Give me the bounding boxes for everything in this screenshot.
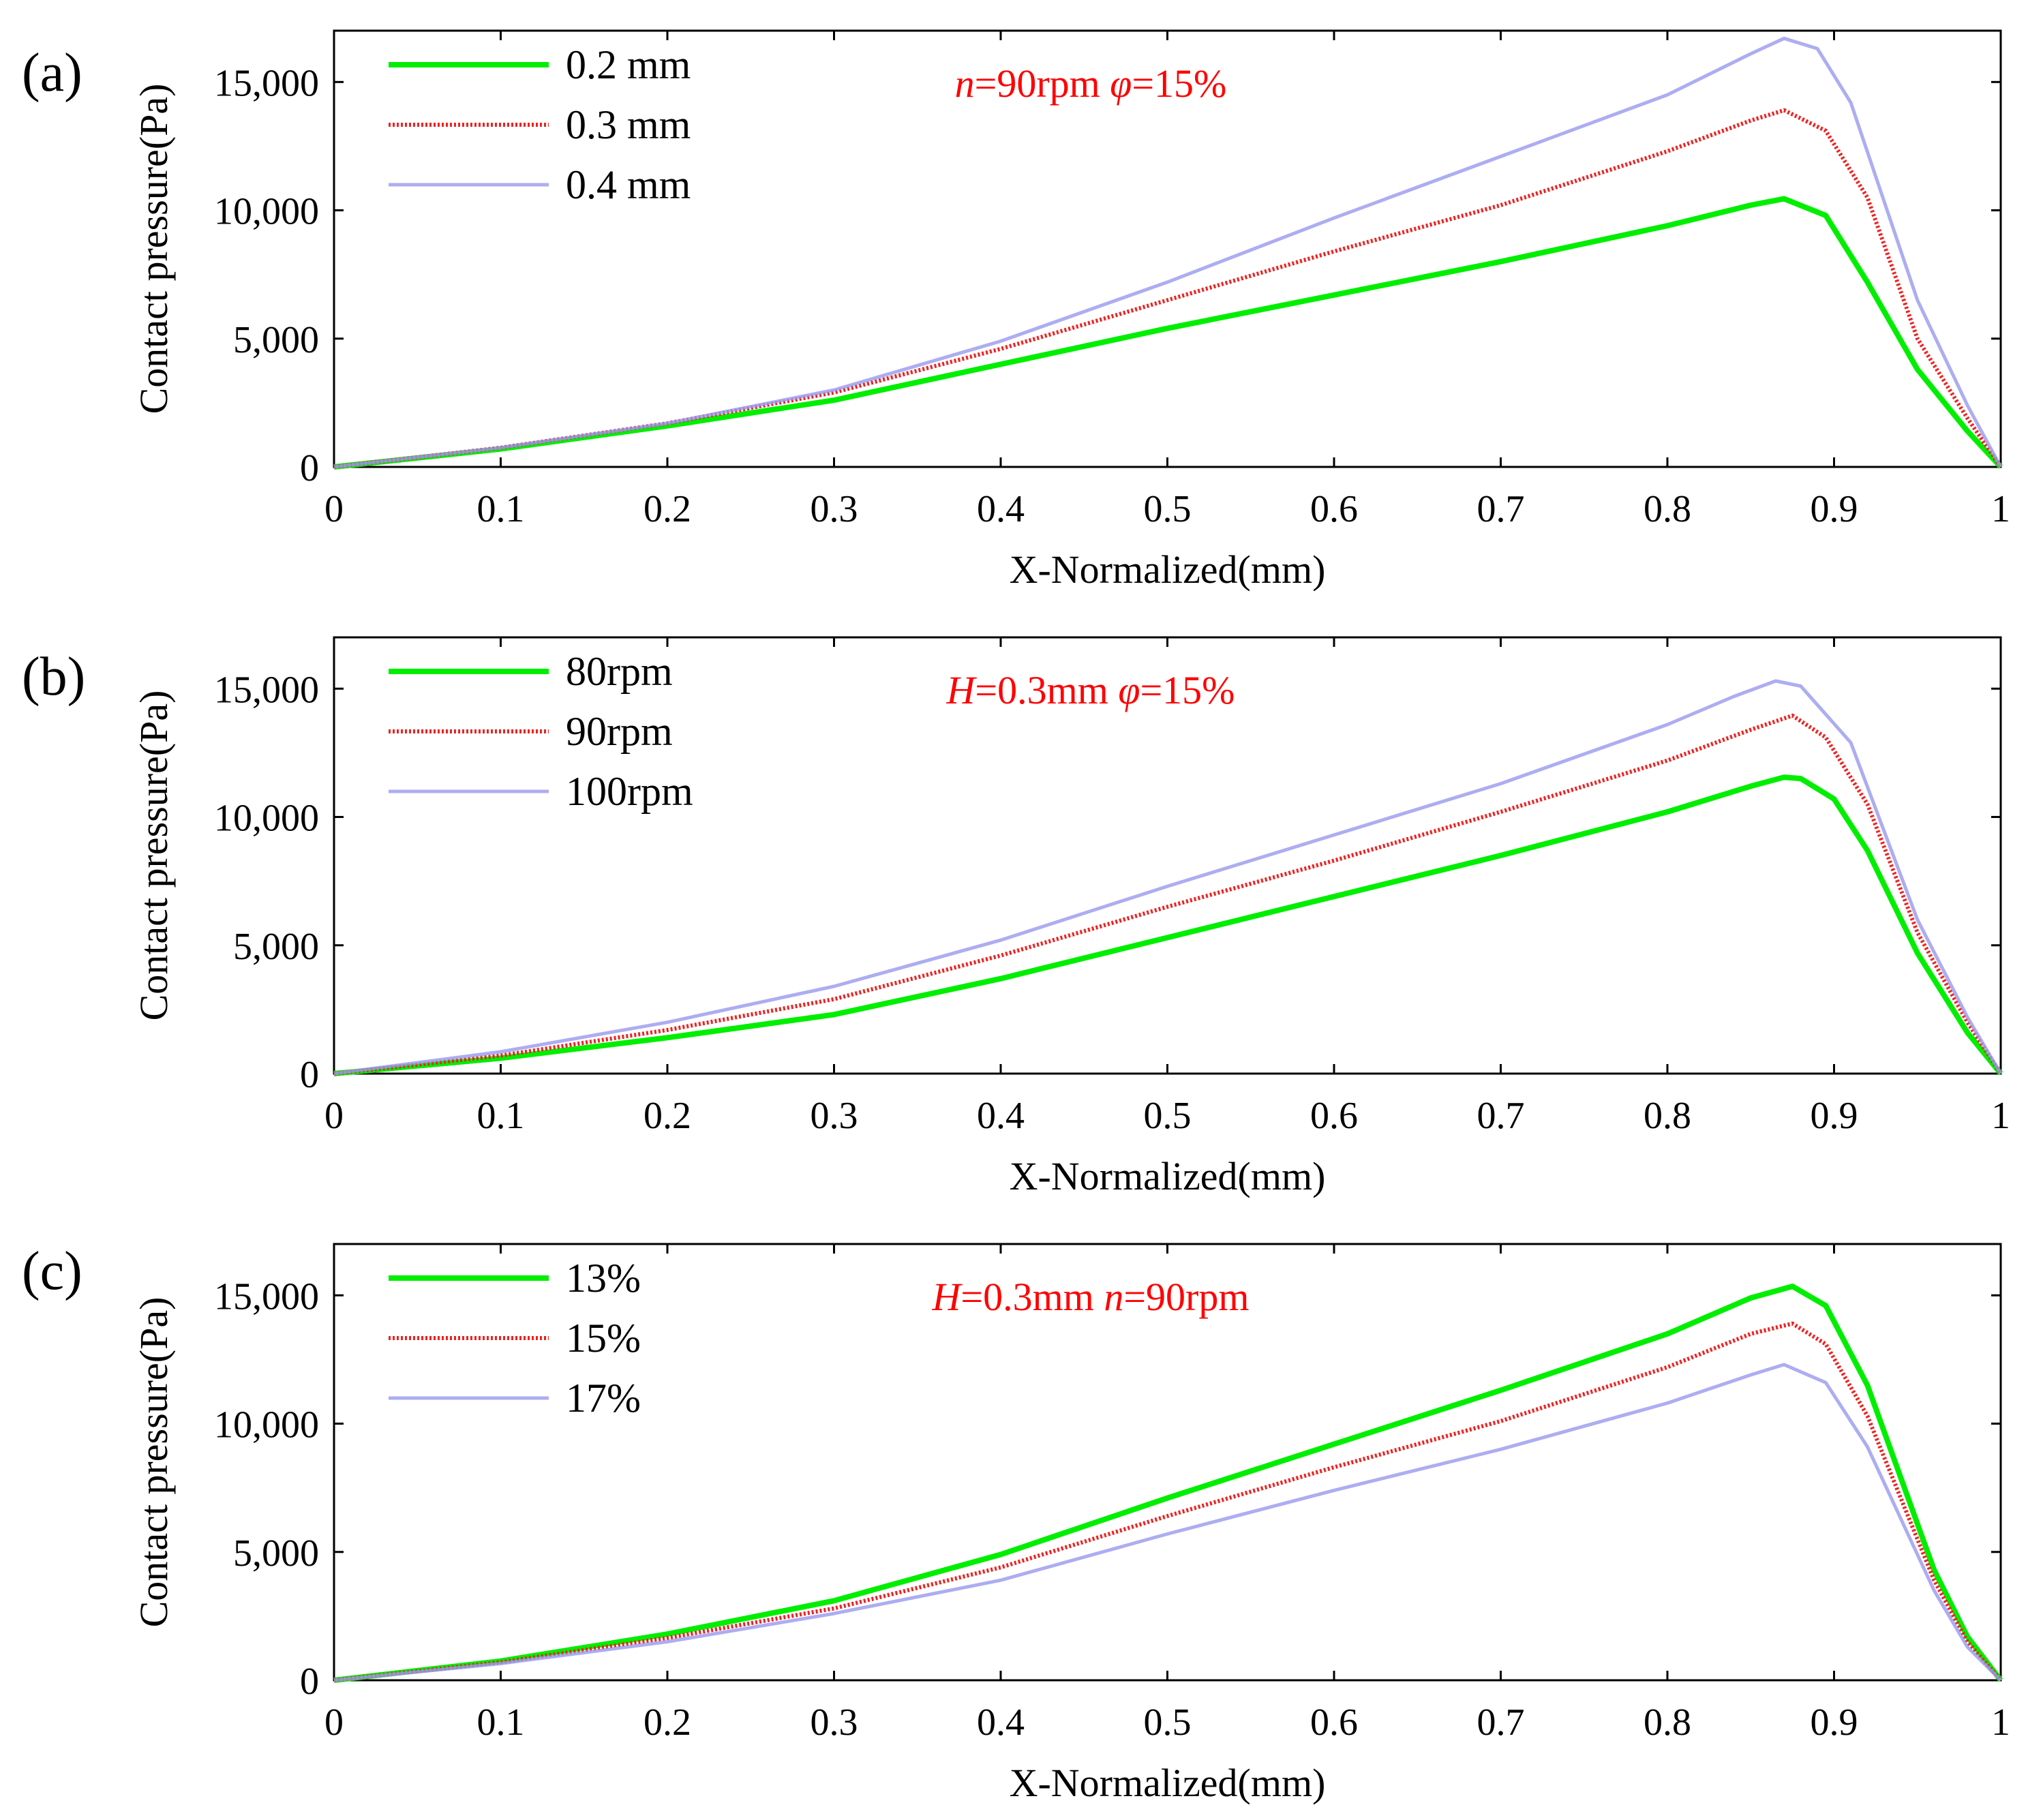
x-tick-label: 0.6 [1310, 488, 1358, 530]
x-tick-label: 0.8 [1644, 1095, 1691, 1137]
panel-label: (a) [22, 43, 82, 103]
x-tick-label: 0.6 [1310, 1701, 1358, 1744]
x-tick-label: 0 [324, 1701, 344, 1744]
y-axis-title: Contact pressure(Pa) [132, 84, 176, 414]
x-tick-label: 0.9 [1811, 1701, 1858, 1744]
x-tick-label: 0.8 [1644, 1701, 1691, 1744]
series-line-1 [333, 1284, 2003, 1683]
x-tick-label: 0.7 [1477, 1701, 1525, 1744]
series-line-3 [333, 1363, 2002, 1682]
x-tick-label: 1 [1991, 1701, 2010, 1744]
x-axis-title: X-Normalized(mm) [1010, 1154, 1326, 1198]
legend-label: 13% [566, 1256, 641, 1301]
x-tick-label: 0.9 [1811, 1095, 1858, 1137]
y-tick-label: 10,000 [214, 798, 319, 840]
chart-c: 0 0.1 0.2 0.3 0.4 0.5 0.6 0.7 0.8 0.9 1 0 5,000 10,00… [132, 1243, 2010, 1805]
y-tick-label: 0 [300, 1054, 319, 1096]
x-tick-label: 0.4 [977, 1701, 1025, 1744]
series-line-2 [333, 1321, 2003, 1682]
x-tick-label: 0.1 [477, 1095, 525, 1137]
y-tick-label: 5,000 [233, 926, 319, 968]
x-tick-label: 1 [1991, 1095, 2010, 1137]
x-tick-label: 0.2 [644, 1095, 691, 1137]
x-tick-label: 0.1 [477, 1701, 525, 1744]
series-line-3 [333, 36, 2003, 469]
legend-label: 90rpm [566, 709, 673, 754]
legend-label: 80rpm [566, 649, 673, 694]
y-tick-label: 5,000 [233, 1532, 319, 1575]
x-tick-label: 0.8 [1644, 488, 1691, 530]
chart-b: 0 0.1 0.2 0.3 0.4 0.5 0.6 0.7 0.8 0.9 1 0 5,000 10,00… [132, 636, 2010, 1198]
y-tick-label: 10,000 [214, 191, 319, 233]
panel-label: (b) [22, 647, 86, 707]
chart-a: 0 0.1 0.2 0.3 0.4 0.5 0.6 0.7 0.8 0.9 1 0 5,000 10,00… [132, 29, 2010, 592]
legend-label: 100rpm [566, 769, 693, 814]
x-tick-label: 0 [324, 488, 344, 530]
x-tick-label: 0.3 [811, 1701, 858, 1744]
panel-a: (a) 0 0.1 0.2 0.3 0.4 0.5 0.6 0.7 0.8 0.9 1 0 5,000 1… [0, 0, 2028, 607]
legend-label: 0.4 mm [566, 162, 691, 207]
series-line-2 [333, 713, 2003, 1076]
x-axis-title: X-Normalized(mm) [1010, 547, 1326, 592]
x-tick-label: 0.4 [977, 488, 1025, 530]
x-tick-label: 0.2 [644, 1701, 691, 1744]
x-tick-label: 0.7 [1477, 488, 1525, 530]
x-tick-label: 0.3 [811, 1095, 858, 1137]
x-tick-label: 0.5 [1144, 488, 1192, 530]
y-tick-label: 10,000 [214, 1404, 319, 1446]
y-tick-label: 15,000 [214, 669, 319, 711]
x-tick-label: 0.2 [644, 488, 691, 530]
series-line-2 [333, 108, 2003, 469]
y-tick-label: 0 [300, 447, 319, 489]
x-tick-label: 0 [324, 1095, 344, 1137]
legend-label: 0.3 mm [566, 102, 691, 147]
parameter-annotation: H=0.3mm φ=15% [946, 668, 1235, 712]
panel-b: (b) 0 0.1 0.2 0.3 0.4 0.5 0.6 0.7 0.8 0.9 1 0 5,000 1… [0, 607, 2028, 1213]
y-tick-label: 15,000 [214, 62, 319, 104]
x-tick-label: 0.4 [977, 1095, 1025, 1137]
series-line-1 [333, 196, 2003, 470]
x-tick-label: 0.5 [1144, 1095, 1192, 1137]
legend-label: 15% [566, 1316, 641, 1361]
parameter-annotation: H=0.3mm n=90rpm [932, 1275, 1250, 1319]
y-tick-label: 5,000 [233, 319, 319, 361]
x-tick-label: 1 [1991, 488, 2010, 530]
legend-label: 17% [566, 1376, 641, 1421]
x-tick-label: 0.3 [811, 488, 858, 530]
x-tick-label: 0.7 [1477, 1095, 1525, 1137]
legend-label: 0.2 mm [566, 42, 691, 87]
x-tick-label: 0.9 [1811, 488, 1858, 530]
parameter-annotation: n=90rpm φ=15% [955, 61, 1227, 106]
panel-c: (c) 0 0.1 0.2 0.3 0.4 0.5 0.6 0.7 0.8 0.9 1 0 5,000 1… [0, 1213, 2028, 1820]
panel-label: (c) [22, 1241, 82, 1301]
series-line-1 [333, 774, 2003, 1076]
x-axis-title: X-Normalized(mm) [1010, 1761, 1326, 1805]
y-tick-label: 15,000 [214, 1275, 319, 1318]
y-tick-label: 0 [300, 1660, 319, 1703]
y-axis-title: Contact pressure(Pa) [132, 1297, 176, 1628]
x-tick-label: 0.6 [1310, 1095, 1358, 1137]
series-line-3 [333, 679, 2003, 1076]
x-tick-label: 0.1 [477, 488, 525, 530]
y-axis-title: Contact pressure(Pa) [132, 691, 176, 1021]
x-tick-label: 0.5 [1144, 1701, 1192, 1744]
